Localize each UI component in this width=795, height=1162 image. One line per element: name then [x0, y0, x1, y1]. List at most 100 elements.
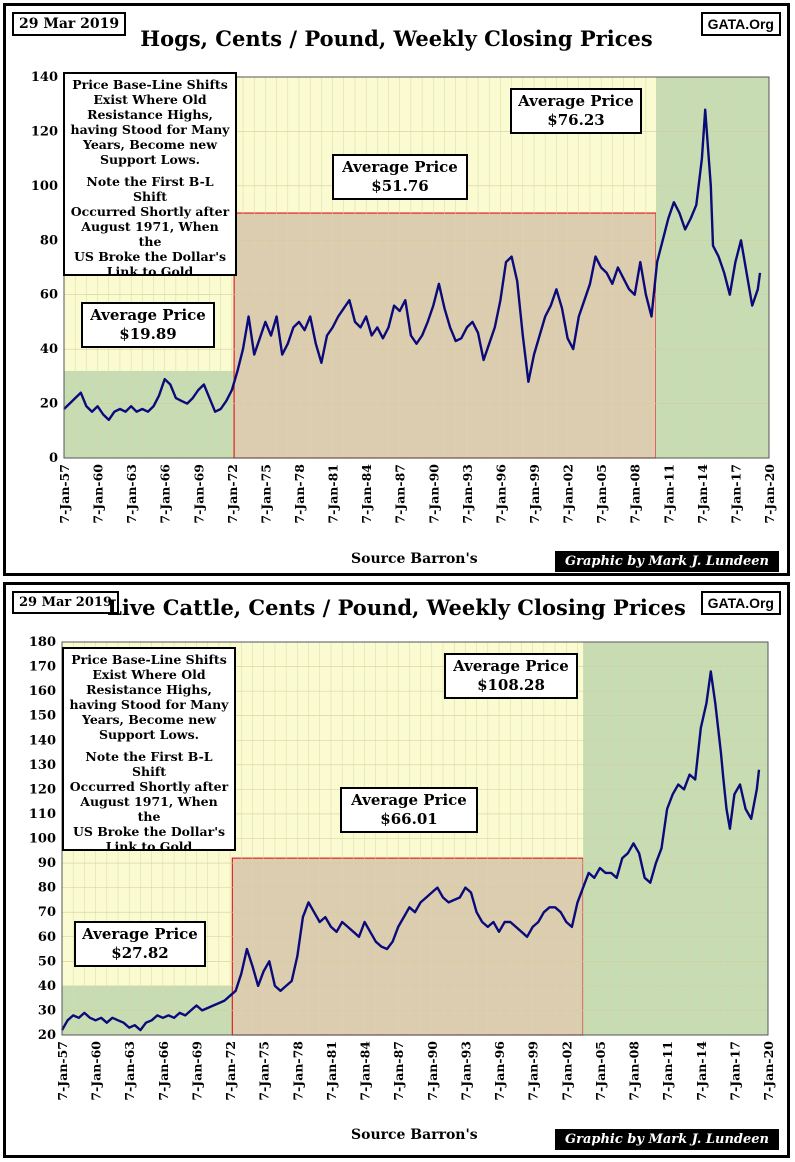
average-region-2 [233, 212, 657, 459]
note-line: Price Base-Line Shifts [72, 77, 228, 92]
note-line: having Stood for Many [69, 697, 229, 712]
x-tick-label: 7-Jan-90 [425, 1041, 440, 1101]
x-tick-label: 7-Jan-60 [89, 1041, 104, 1101]
y-tick-label: 40 [40, 342, 58, 357]
average-region-2 [231, 857, 584, 1036]
y-tick-label: 90 [38, 856, 56, 871]
x-tick-label: 7-Jan-05 [594, 464, 609, 524]
y-tick-label: 140 [31, 70, 58, 85]
cattle-chart-panel: 29 Mar 2019 Live Cattle, Cents / Pound, … [3, 582, 790, 1158]
x-tick-label: 7-Jan-66 [158, 464, 173, 524]
x-tick-label: 7-Jan-81 [324, 1041, 339, 1101]
x-tick-label: 7-Jan-60 [91, 464, 106, 524]
y-tick-label: 120 [29, 782, 56, 797]
x-tick-label: 7-Jan-05 [593, 1041, 608, 1101]
avg-label: Average Price [342, 158, 458, 176]
x-tick-label: 7-Jan-72 [223, 1041, 238, 1101]
y-tick-label: 140 [29, 733, 56, 748]
note-line [68, 742, 230, 749]
x-tick-label: 7-Jan-69 [189, 1041, 204, 1101]
average-price-box-2: Average Price $51.76 [332, 154, 468, 200]
y-tick-label: 50 [38, 954, 56, 969]
x-tick-label: 7-Jan-11 [660, 1041, 675, 1101]
y-tick-label: 20 [40, 397, 58, 412]
x-tick-label: 7-Jan-90 [426, 464, 441, 524]
note-line: Occurred Shortly after [70, 204, 230, 219]
avg-label: Average Price [351, 791, 467, 809]
x-tick-label: 7-Jan-02 [561, 464, 576, 524]
x-tick-label: 7-Jan-93 [460, 464, 475, 524]
note-line: Support Lows. [99, 727, 199, 742]
y-tick-label: 30 [38, 1003, 56, 1018]
avg-value: $27.82 [111, 944, 169, 962]
y-tick-label: 120 [31, 124, 58, 139]
y-tick-label: 180 [29, 635, 56, 650]
average-region-3 [655, 77, 769, 458]
x-tick-label: 7-Jan-84 [358, 1041, 373, 1101]
hogs-plot: 0 20 40 60 80 100 120 140 7-Jan-57 7-Jan-60 7-Jan-… [31, 70, 777, 524]
average-price-box-3: Average Price $108.28 [444, 653, 578, 699]
note-line: having Stood for Many [70, 122, 230, 137]
note-line: Occurred Shortly after [69, 779, 229, 794]
average-price-box-2: Average Price $66.01 [340, 787, 478, 833]
x-tick-label: 7-Jan-08 [628, 464, 643, 524]
note-line: US Broke the Dollar's [72, 824, 226, 839]
y-tick-label: 80 [40, 233, 58, 248]
chart-title: Hogs, Cents / Pound, Weekly Closing Pric… [140, 26, 653, 51]
note-line: Exist Where Old [93, 92, 207, 107]
note-line: Price Base-Line Shifts [71, 652, 227, 667]
source-label: Source Barron's [351, 1127, 478, 1143]
avg-value: $108.28 [477, 676, 545, 694]
y-tick-label: 70 [38, 905, 56, 920]
x-tick-label: 7-Jan-72 [225, 464, 240, 524]
note-line: Exist Where Old [92, 667, 206, 682]
y-tick-label: 160 [29, 684, 56, 699]
site-label: GATA.Org [700, 12, 781, 36]
x-tick-label: 7-Jan-96 [493, 464, 508, 524]
x-tick-label: 7-Jan-99 [526, 1041, 541, 1101]
y-tick-label: 130 [29, 758, 56, 773]
note-line: Link to Gold [105, 839, 193, 854]
avg-label: Average Price [518, 92, 634, 110]
x-tick-label: 7-Jan-78 [290, 1041, 305, 1101]
y-tick-label: 100 [31, 179, 58, 194]
note-line: Note the First B-L Shift [86, 174, 214, 204]
x-tick-label: 7-Jan-96 [492, 1041, 507, 1101]
note-line: Years, Become new [81, 712, 216, 727]
note-line: Resistance Highs, [87, 107, 213, 122]
x-tick-label: 7-Jan-75 [257, 1041, 272, 1101]
price-series-line [60, 670, 761, 1032]
average-price-box-1b: Average Price $27.82 [74, 921, 206, 967]
avg-label: Average Price [82, 925, 198, 943]
x-tick-label: 7-Jan-17 [728, 464, 743, 524]
x-tick-label: 7-Jan-75 [258, 464, 273, 524]
note-line: Note the First B-L Shift [85, 749, 213, 779]
avg-value: $76.23 [547, 111, 605, 129]
x-tick-label: 7-Jan-87 [393, 464, 408, 524]
x-tick-label: 7-Jan-66 [156, 1041, 171, 1101]
x-tick-label: 7-Jan-20 [762, 464, 777, 524]
avg-label: Average Price [90, 306, 206, 324]
note-line: Support Lows. [100, 152, 200, 167]
avg-value: $66.01 [380, 810, 438, 828]
note-line: August 1971, When the [80, 794, 218, 824]
x-tick-label: 7-Jan-63 [124, 464, 139, 524]
note-line: Years, Become new [82, 137, 217, 152]
credit-label: Graphic by Mark J. Lundeen [555, 1129, 779, 1150]
x-tick-label: 7-Jan-11 [661, 464, 676, 524]
note-line [69, 167, 231, 174]
x-tick-label: 7-Jan-57 [57, 464, 72, 524]
y-tick-label: 60 [40, 288, 58, 303]
average-price-box-3: Average Price $76.23 [510, 88, 642, 134]
credit-label: Graphic by Mark J. Lundeen [555, 551, 779, 572]
x-tick-label: 7-Jan-14 [695, 464, 710, 524]
avg-label: Average Price [453, 657, 569, 675]
y-tick-label: 110 [29, 807, 56, 822]
x-tick-label: 7-Jan-08 [627, 1041, 642, 1101]
x-tick-label: 7-Jan-20 [761, 1041, 776, 1101]
date-label: 29 Mar 2019 [12, 12, 127, 36]
note-line: US Broke the Dollar's [73, 249, 227, 264]
x-tick-label: 7-Jan-02 [559, 1041, 574, 1101]
avg-value: $19.89 [119, 325, 177, 343]
x-tick-label: 7-Jan-14 [694, 1041, 709, 1101]
